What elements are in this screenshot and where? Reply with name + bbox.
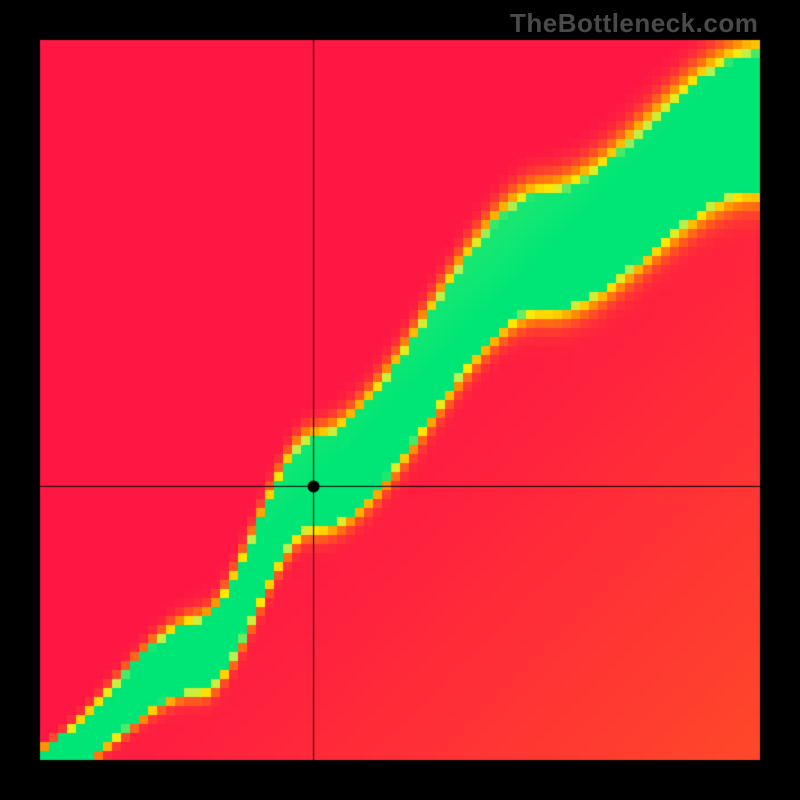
bottleneck-heatmap	[0, 0, 800, 800]
watermark-text: TheBottleneck.com	[510, 8, 758, 39]
